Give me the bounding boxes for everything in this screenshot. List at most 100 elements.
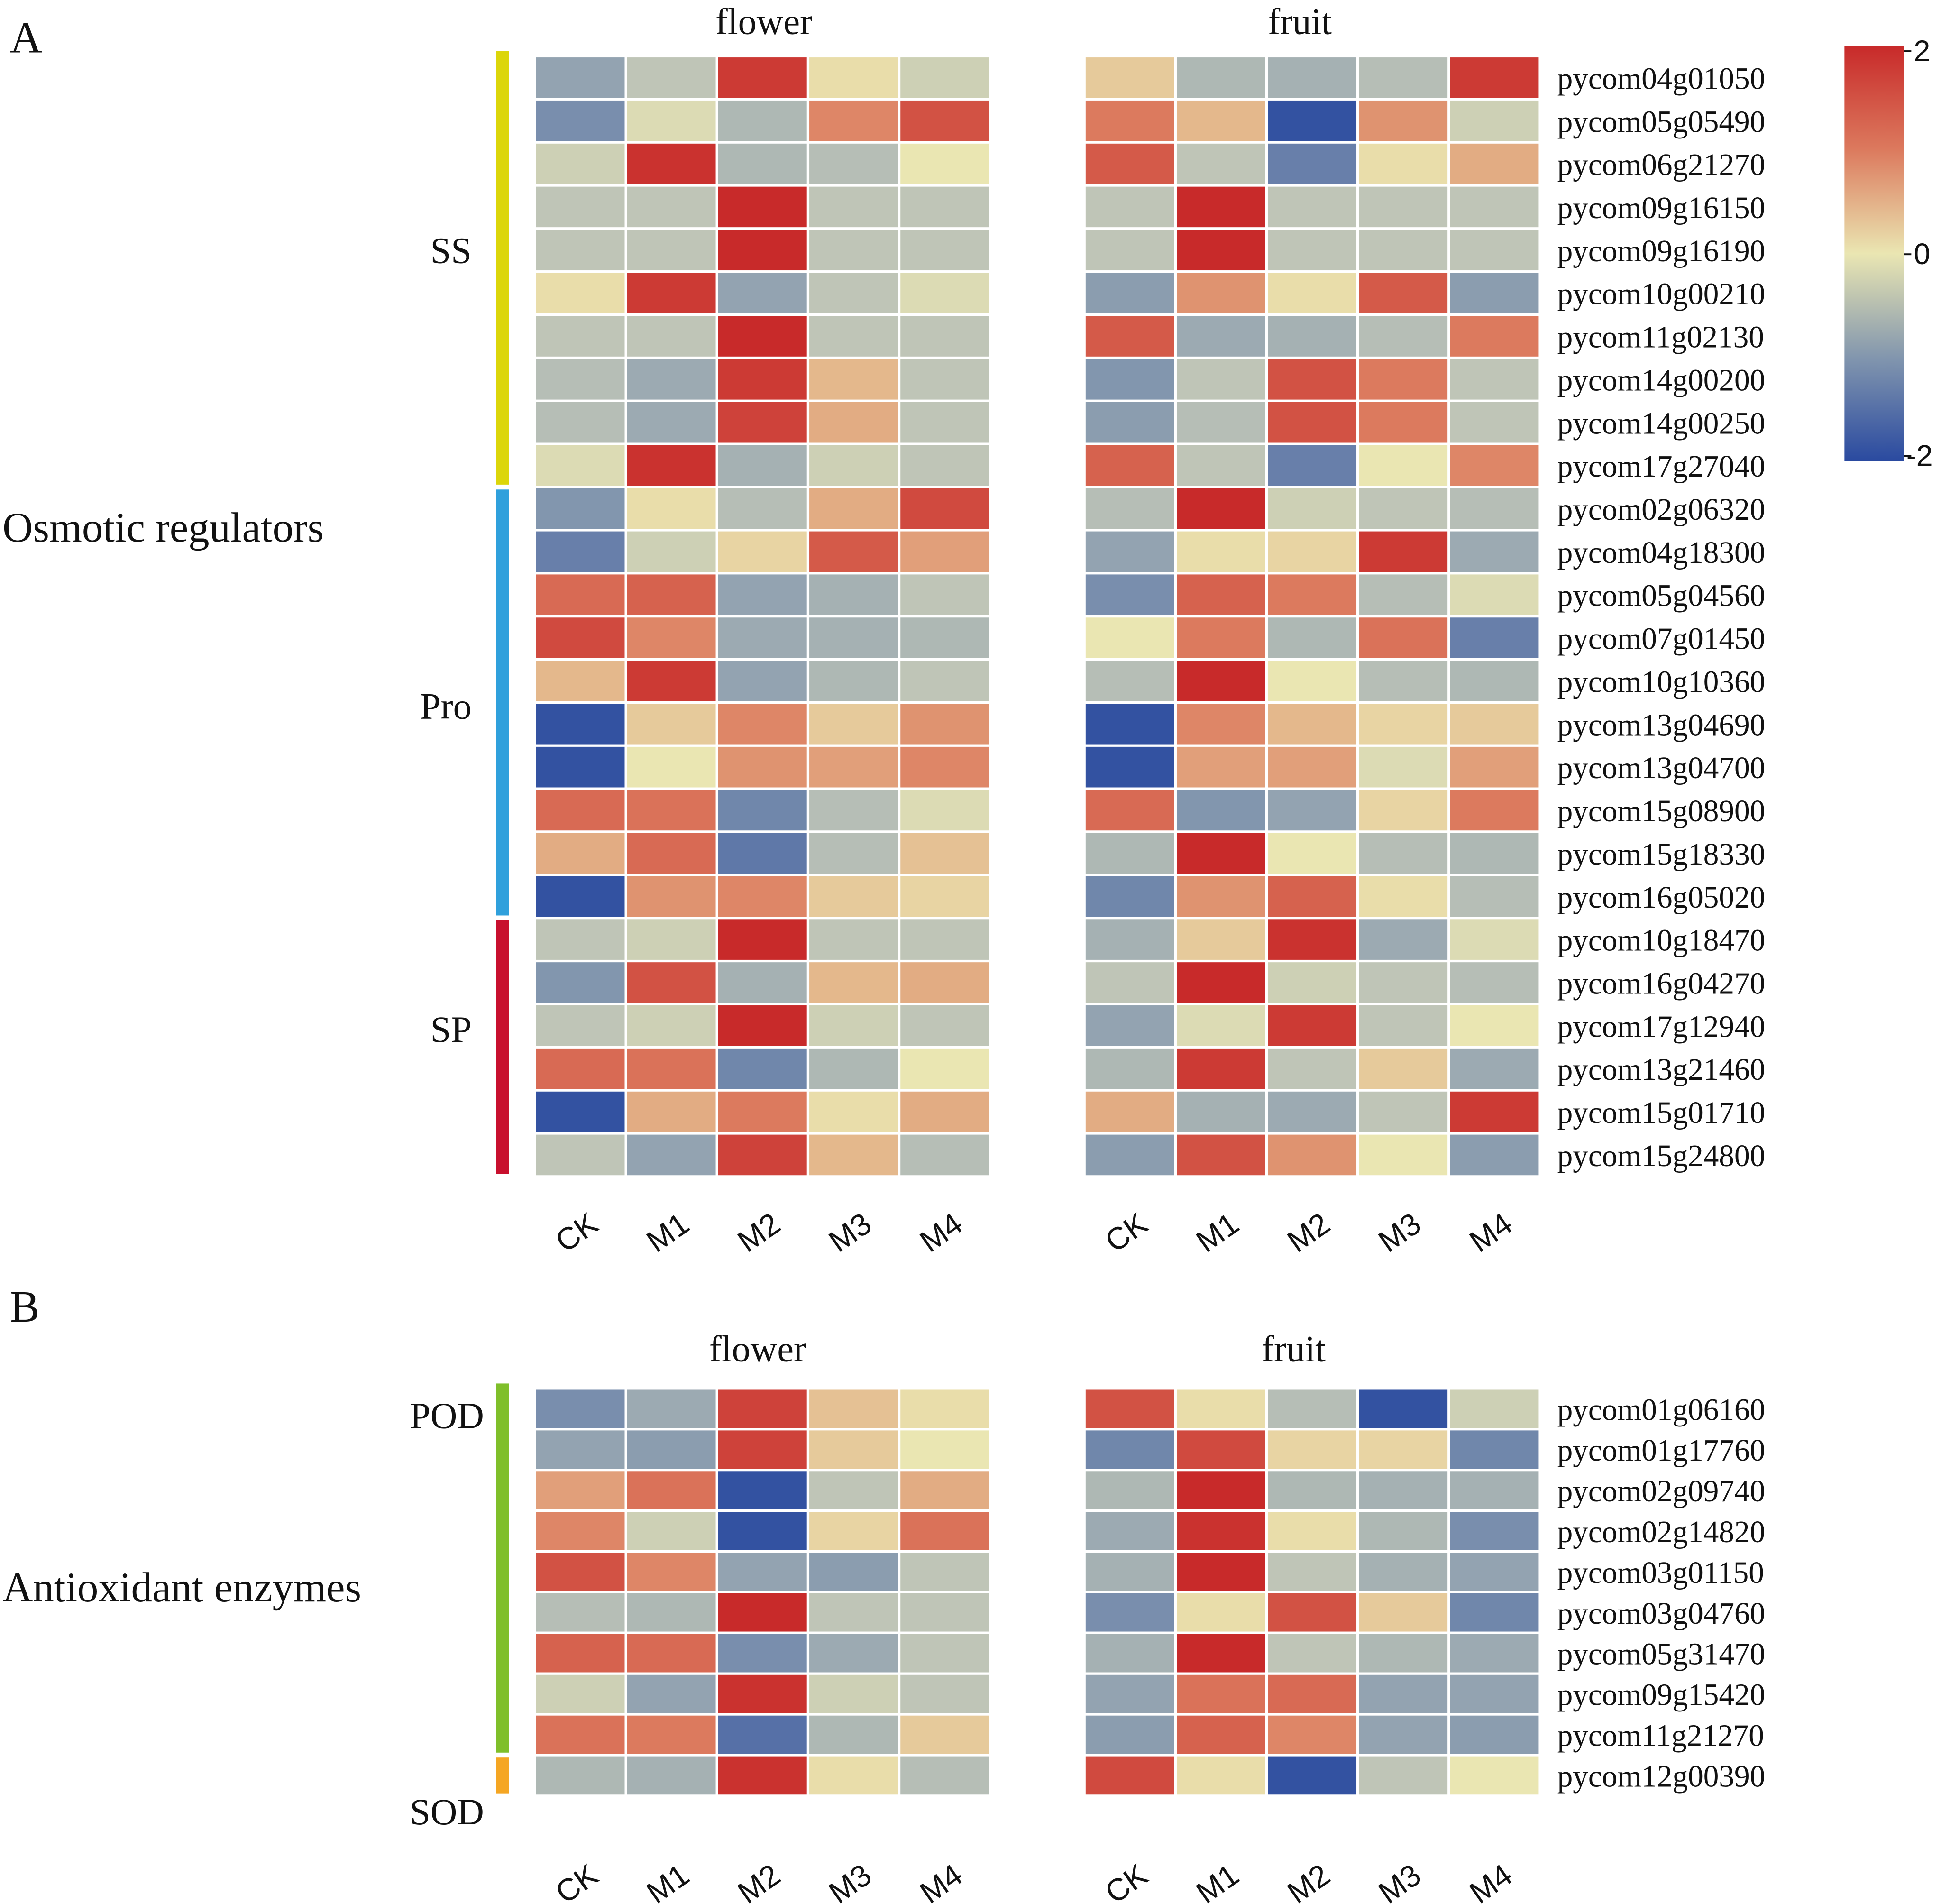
heatmap-cell-fruit-pycom15g18330-M3 [1356,830,1450,876]
panel-b-heatmap-cells [533,1387,1541,1797]
heatmap-cell-flower-pycom01g06160-M3 [806,1387,901,1431]
heatmap-cell-flower-pycom09g15420-CK [533,1672,627,1716]
heatmap-cell-fruit-pycom13g04700-M3 [1356,744,1450,790]
gene-label-pycom05g05490: pycom05g05490 [1557,105,1766,139]
heatmap-cell-flower-pycom05g05490-M4 [897,98,992,144]
heatmap-cell-flower-pycom10g00210-M1 [624,270,718,316]
heatmap-cell-flower-pycom07g01450-M1 [624,615,718,661]
heatmap-cell-fruit-pycom14g00250-M3 [1356,399,1450,445]
heatmap-cell-fruit-pycom12g00390-M2 [1265,1754,1359,1797]
panel-b-x-ticks: CK M1 M2 M3 M4 CK M1 M2 M3 M4 [549,1857,1518,1904]
heatmap-cell-fruit-pycom14g00200-M1 [1174,356,1268,402]
heatmap-cell-flower-pycom15g24800-M1 [624,1132,718,1178]
heatmap-cell-flower-pycom13g21460-M1 [624,1046,718,1092]
heatmap-cell-fruit-pycom16g04270-M2 [1265,959,1359,1006]
heatmap-cell-flower-pycom15g18330-M2 [715,830,810,876]
heatmap-cell-fruit-pycom05g31470-CK [1083,1631,1177,1675]
gene-label-pycom16g05020: pycom16g05020 [1557,881,1766,915]
gene-label-pycom09g16190: pycom09g16190 [1557,234,1766,268]
heatmap-cell-flower-pycom17g12940-M3 [806,1003,901,1049]
gene-label-pycom15g18330: pycom15g18330 [1557,837,1766,872]
heatmap-cell-fruit-pycom11g21270-CK [1083,1713,1177,1757]
heatmap-cell-fruit-pycom04g01050-M3 [1356,55,1450,101]
heatmap-cell-flower-pycom09g16190-M4 [897,227,992,273]
heatmap-cell-flower-pycom09g15420-M2 [715,1672,810,1716]
heatmap-cell-fruit-pycom03g01150-M1 [1174,1550,1268,1593]
heatmap-cell-flower-pycom09g16150-M4 [897,184,992,230]
panel-label-a: A [10,13,42,63]
heatmap-cell-fruit-pycom01g17760-M4 [1447,1428,1541,1472]
heatmap-cell-fruit-pycom14g00250-CK [1083,399,1177,445]
heatmap-cell-flower-pycom16g05020-M1 [624,874,718,920]
heatmap-cell-fruit-pycom11g21270-M1 [1174,1713,1268,1757]
heatmap-cell-flower-pycom03g04760-M3 [806,1591,901,1634]
x-tick-flower-M2: M2 [732,1857,787,1904]
heatmap-cell-flower-pycom02g09740-M1 [624,1469,718,1512]
group-label-pro: Pro [420,685,472,727]
heatmap-cell-fruit-pycom13g04700-CK [1083,744,1177,790]
heatmap-cell-flower-pycom02g09740-M4 [897,1469,992,1512]
heatmap-cell-flower-pycom10g10360-M1 [624,658,718,704]
heatmap-cell-flower-pycom10g00210-M4 [897,270,992,316]
heatmap-cell-flower-pycom01g06160-M2 [715,1387,810,1431]
heatmap-cell-flower-pycom04g01050-M1 [624,55,718,101]
heatmap-cell-flower-pycom02g06320-CK [533,486,627,532]
heatmap-cell-flower-pycom17g27040-M3 [806,442,901,488]
heatmap-cell-flower-pycom10g00210-M2 [715,270,810,316]
heatmap-cell-flower-pycom15g08900-M3 [806,787,901,833]
panel-a-heatmap-cells [533,55,1541,1178]
heatmap-cell-fruit-pycom12g00390-M4 [1447,1754,1541,1797]
heatmap-cell-fruit-pycom01g06160-CK [1083,1387,1177,1431]
heatmap-cell-fruit-pycom15g08900-M1 [1174,787,1268,833]
heatmap-cell-flower-pycom14g00200-M2 [715,356,810,402]
heatmap-cell-flower-pycom13g21460-CK [533,1046,627,1092]
gene-label-pycom10g00210: pycom10g00210 [1557,277,1766,312]
heatmap-cell-fruit-pycom11g21270-M3 [1356,1713,1450,1757]
heatmap-cell-fruit-pycom11g02130-M2 [1265,313,1359,359]
heatmap-cell-fruit-pycom03g04760-M4 [1447,1591,1541,1634]
heatmap-cell-fruit-pycom11g21270-M4 [1447,1713,1541,1757]
category-label-osmotic: Osmotic regulators [2,505,324,551]
heatmap-cell-fruit-pycom13g04700-M4 [1447,744,1541,790]
gene-label-pycom13g04690: pycom13g04690 [1557,708,1766,742]
heatmap-cell-flower-pycom02g06320-M4 [897,486,992,532]
heatmap-cell-flower-pycom14g00250-M3 [806,399,901,445]
heatmap-cell-fruit-pycom02g09740-CK [1083,1469,1177,1512]
heatmap-cell-flower-pycom13g04690-CK [533,701,627,747]
heatmap-cell-flower-pycom05g31470-M4 [897,1631,992,1675]
heatmap-cell-flower-pycom05g31470-CK [533,1631,627,1675]
heatmap-cell-fruit-pycom13g21460-CK [1083,1046,1177,1092]
heatmap-cell-flower-pycom01g17760-M3 [806,1428,901,1472]
x-tick-flower-M4: M4 [914,1206,969,1259]
heatmap-cell-fruit-pycom14g00200-CK [1083,356,1177,402]
panel-b-group-bars: POD SOD [410,1383,509,1832]
heatmap-cell-fruit-pycom10g18470-M1 [1174,917,1268,963]
heatmap-cell-fruit-pycom09g15420-M2 [1265,1672,1359,1716]
heatmap-cell-fruit-pycom10g00210-M1 [1174,270,1268,316]
heatmap-cell-fruit-pycom15g01710-CK [1083,1089,1177,1135]
heatmap-cell-fruit-pycom03g01150-M2 [1265,1550,1359,1593]
group-bar-pod [496,1383,509,1753]
heatmap-cell-flower-pycom13g04690-M3 [806,701,901,747]
heatmap-cell-fruit-pycom15g08900-CK [1083,787,1177,833]
heatmap-cell-fruit-pycom01g06160-M1 [1174,1387,1268,1431]
heatmap-cell-flower-pycom09g15420-M3 [806,1672,901,1716]
heatmap-cell-fruit-pycom01g17760-M2 [1265,1428,1359,1472]
heatmap-cell-flower-pycom06g21270-M3 [806,141,901,187]
x-tick-flower-M4: M4 [914,1857,969,1904]
heatmap-cell-flower-pycom15g08900-M4 [897,787,992,833]
heatmap-cell-flower-pycom03g04760-CK [533,1591,627,1634]
heatmap-cell-flower-pycom17g27040-M4 [897,442,992,488]
heatmap-cell-flower-pycom04g01050-M4 [897,55,992,101]
heatmap-cell-fruit-pycom17g12940-CK [1083,1003,1177,1049]
heatmap-cell-fruit-pycom15g24800-M4 [1447,1132,1541,1178]
heatmap-cell-flower-pycom13g21460-M3 [806,1046,901,1092]
heatmap-cell-flower-pycom09g16150-M1 [624,184,718,230]
heatmap-cell-fruit-pycom09g16190-CK [1083,227,1177,273]
heatmap-cell-flower-pycom04g18300-M4 [897,529,992,575]
heatmap-cell-flower-pycom02g14820-CK [533,1509,627,1553]
heatmap-cell-fruit-pycom01g17760-M3 [1356,1428,1450,1472]
heatmap-cell-flower-pycom11g02130-M2 [715,313,810,359]
heatmap-cell-fruit-pycom17g12940-M1 [1174,1003,1268,1049]
heatmap-cell-fruit-pycom10g18470-M3 [1356,917,1450,963]
